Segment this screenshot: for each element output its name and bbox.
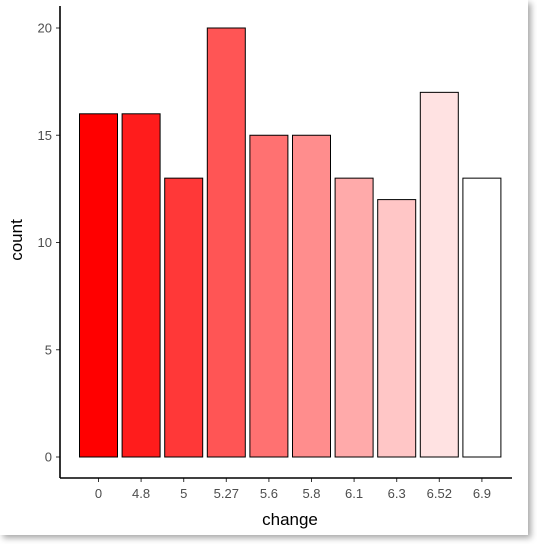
x-tick-label: 5.27 (214, 486, 239, 501)
x-axis-title: change (262, 510, 318, 529)
bar-6.3 (377, 199, 417, 458)
bar-0 (79, 113, 118, 458)
x-tick-label: 6.9 (473, 486, 491, 501)
y-tick-label: 15 (38, 128, 52, 143)
x-tick-label: 6.1 (345, 486, 363, 501)
bar-6.52 (419, 91, 459, 458)
y-tick-label: 10 (38, 235, 52, 250)
bar-4.8 (121, 113, 161, 458)
x-tick-label: 5 (180, 486, 187, 501)
bars-group (79, 27, 502, 458)
x-tick-label: 0 (95, 486, 102, 501)
bar-5.8 (292, 134, 331, 458)
y-axis-ticks: 0 5 10 15 20 (38, 21, 60, 465)
x-tick-label: 6.3 (388, 486, 406, 501)
y-tick-label: 5 (45, 342, 52, 357)
x-tick-label: 5.6 (260, 486, 278, 501)
bar-6.1 (334, 177, 374, 458)
y-tick-label: 0 (45, 450, 52, 465)
x-tick-label: 6.52 (427, 486, 452, 501)
bar-5.27 (206, 27, 246, 458)
y-axis-title: count (7, 219, 26, 261)
x-axis-ticks: 0 4.8 5 5.27 5.6 5.8 6.1 6.3 6.52 6.9 (95, 478, 491, 501)
bar-6.9 (462, 177, 502, 458)
x-tick-label: 5.8 (302, 486, 320, 501)
y-tick-label: 20 (38, 21, 52, 36)
bar-5 (164, 177, 204, 458)
bar-5.6 (249, 134, 289, 458)
x-tick-label: 4.8 (132, 486, 150, 501)
